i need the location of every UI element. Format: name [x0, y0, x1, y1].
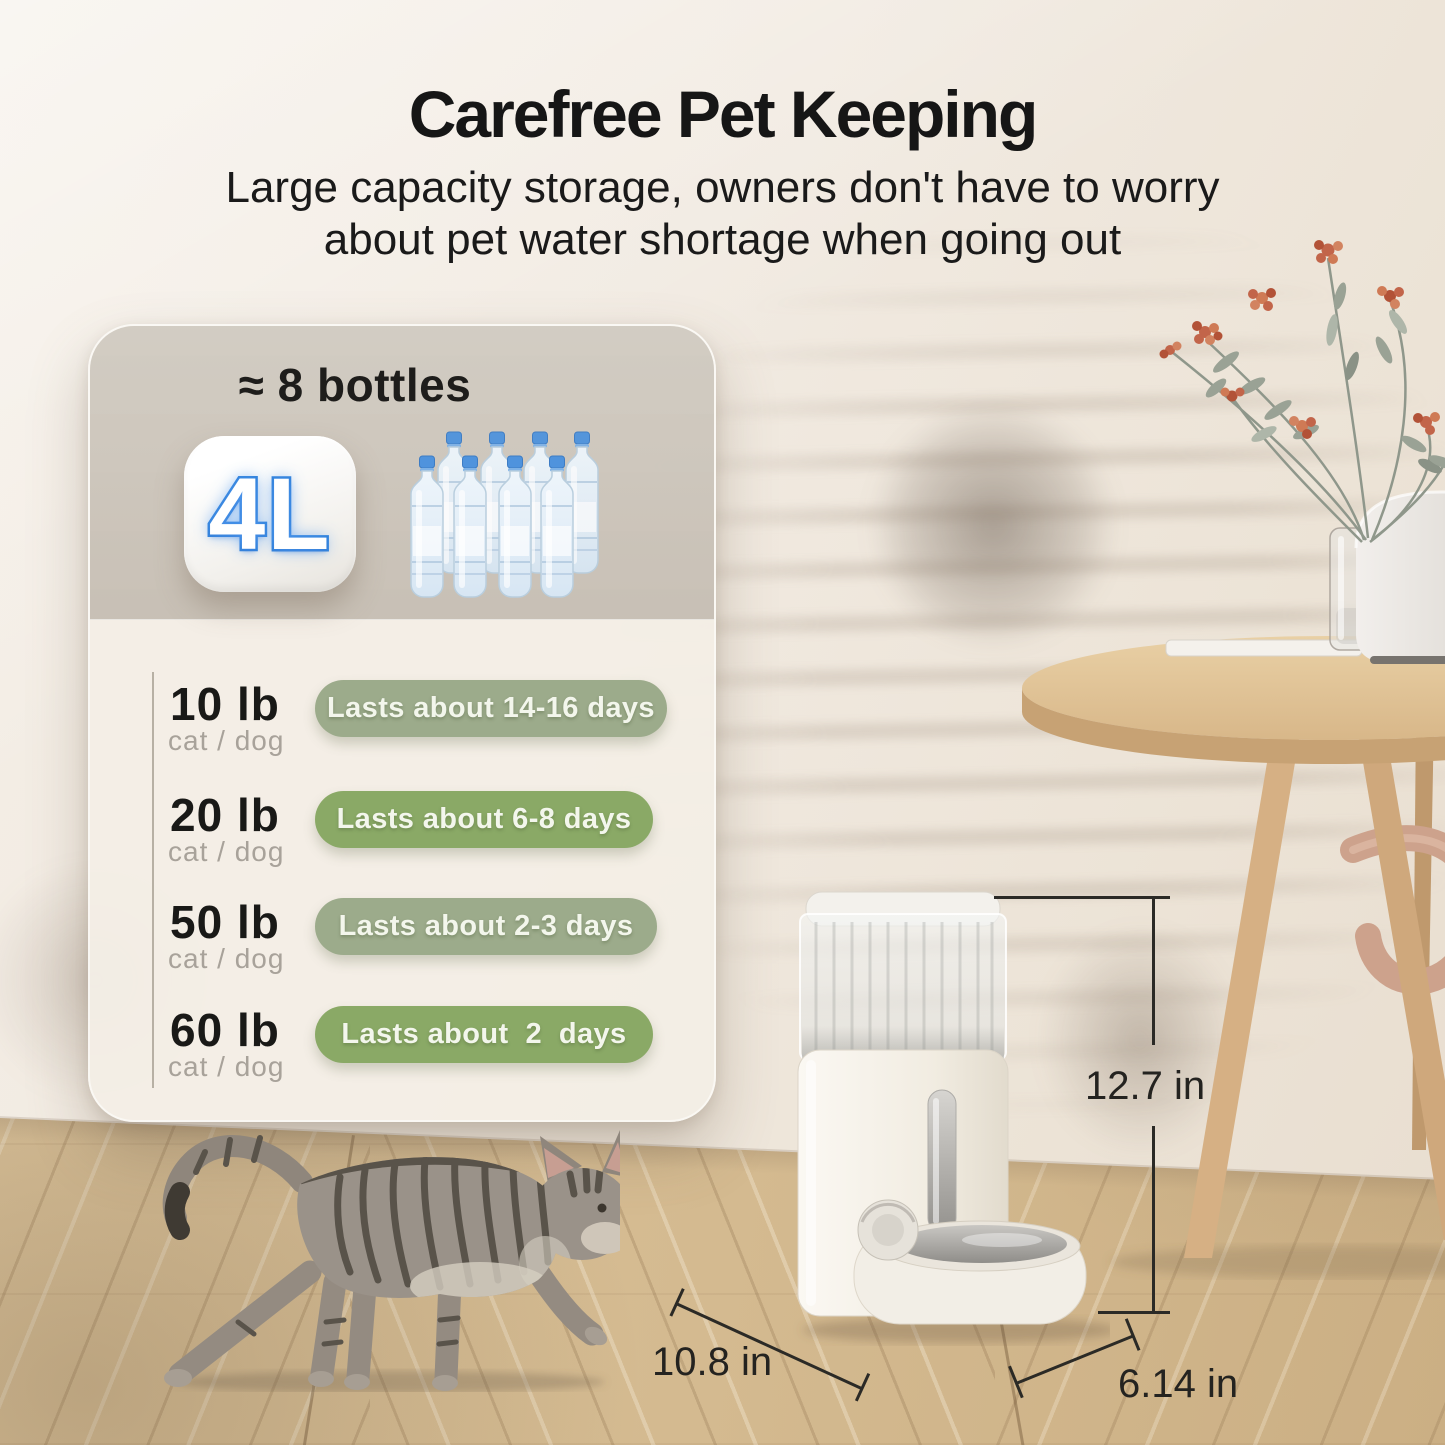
table-leg-left — [1184, 715, 1303, 1258]
bottles-equivalence-label: ≈ 8 bottles — [238, 359, 472, 411]
table-top-edge — [1022, 688, 1445, 764]
capacity-row: 50 lb cat / dog Lasts about 2-3 days — [90, 895, 714, 1005]
speaker-base — [1370, 656, 1445, 664]
height-dimension-tick-top — [994, 896, 1170, 899]
cat-paws — [164, 1326, 608, 1391]
speaker-top-highlight — [1354, 490, 1445, 549]
height-dimension-tick-bottom — [1098, 1311, 1170, 1314]
pet-type: cat / dog — [168, 725, 285, 756]
bowl-steel-insert — [897, 1225, 1067, 1263]
pet-type: cat / dog — [168, 1051, 285, 1082]
side-table-illustration — [1022, 240, 1445, 1278]
table-top — [1022, 636, 1445, 740]
cat-tail — [162, 1135, 313, 1229]
walking-cat-illustration — [162, 1130, 620, 1392]
pet-weight: 10 lb — [170, 678, 280, 730]
capacity-row: 60 lb cat / dog Lasts about 2 days — [90, 1003, 714, 1113]
capacity-value: 4L — [206, 454, 332, 573]
table-leg-right — [1355, 715, 1445, 1240]
water-bottles-icon — [410, 431, 599, 598]
table-floor-shadow — [1110, 1246, 1445, 1278]
pet-type: cat / dog — [168, 943, 285, 974]
plant-wall-shadow — [828, 360, 1158, 690]
cat-tail-tip — [164, 1182, 190, 1240]
page-subtitle: Large capacity storage, owners don't hav… — [0, 162, 1445, 266]
height-dimension-line — [1152, 897, 1155, 1045]
height-dimension-line — [1152, 1126, 1155, 1313]
body-highlight — [806, 1060, 816, 1306]
vase-highlight — [1338, 536, 1344, 640]
water-glint — [962, 1233, 1042, 1247]
subtitle-line-2: about pet water shortage when going out — [323, 215, 1122, 264]
cat-leg-stripes — [235, 1315, 461, 1347]
rows-divider-line — [152, 672, 154, 1088]
width-dimension-label: 10.8 in — [652, 1340, 773, 1384]
cat-tail-stripes — [193, 1135, 263, 1175]
dome-ridge — [860, 1202, 916, 1223]
capacity-row: 20 lb cat / dog Lasts about 6-8 days — [90, 788, 714, 898]
cat-floor-shadow — [175, 1371, 605, 1392]
pet-weight: 50 lb — [170, 896, 280, 948]
window-highlight — [933, 1098, 939, 1224]
water-level-window — [927, 1089, 957, 1233]
dispense-dome-center — [872, 1214, 904, 1246]
cat-stripes — [298, 1157, 604, 1298]
duration-pill: Lasts about 2 days — [315, 1006, 653, 1063]
duration-pill: Lasts about 14-16 days — [315, 680, 667, 737]
capacity-info-card: ≈ 8 bottles 4L — [88, 324, 716, 1122]
pet-weight: 60 lb — [170, 1004, 280, 1056]
capacity-badge: 4L — [184, 436, 356, 592]
pet-type: cat / dog — [168, 836, 285, 867]
depth-dimension-label: 6.14 in — [1118, 1362, 1239, 1406]
duration-pill: Lasts about 6-8 days — [315, 791, 653, 848]
pet-weight: 20 lb — [170, 789, 280, 841]
capacity-row: 10 lb cat / dog Lasts about 14-16 days — [90, 677, 714, 787]
height-dimension-label: 12.7 in — [1085, 1064, 1206, 1108]
duration-pill: Lasts about 2-3 days — [315, 898, 657, 955]
water-dispenser-illustration — [797, 891, 1110, 1343]
cat-eye — [597, 1203, 607, 1213]
flower-clusters — [1159, 240, 1440, 439]
subtitle-line-1: Large capacity storage, owners don't hav… — [225, 163, 1220, 212]
foliage-leaves — [1205, 282, 1445, 474]
page-title: Carefree Pet Keeping — [408, 77, 1039, 151]
